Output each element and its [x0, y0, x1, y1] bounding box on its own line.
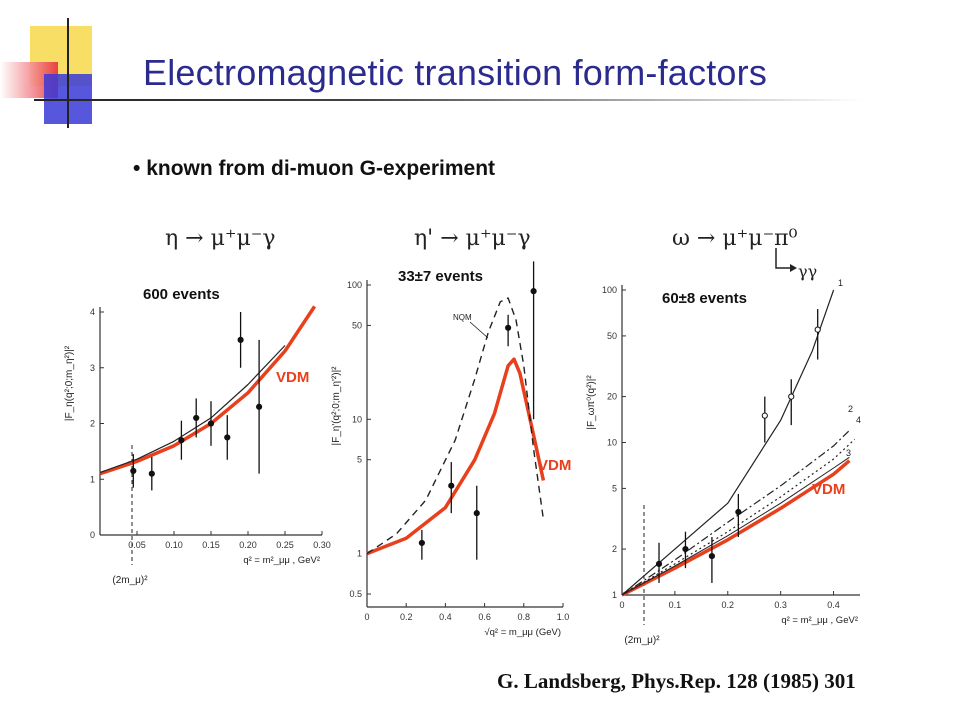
reaction-omega: ω → μ⁺μ⁻π⁰ [672, 226, 798, 251]
y-tick-label: 5 [612, 483, 617, 493]
deco-horizontal-line [34, 99, 864, 101]
x-tick-label: 1.0 [557, 612, 570, 622]
x-tick-label: 0.3 [774, 600, 787, 610]
y-tick-label: 3 [90, 363, 95, 373]
reaction-etaprime: η' → μ⁺μ⁻γ [414, 226, 531, 251]
y-tick-label: 5 [357, 455, 362, 465]
series-curve-vdm [366, 357, 546, 556]
data-point [256, 403, 263, 410]
y-tick-label: 100 [602, 285, 617, 295]
data-point [814, 326, 821, 333]
bullet-item: • known from di-muon G-experiment [133, 157, 496, 180]
x-axis-label: √q² = m_μμ (GeV) [484, 627, 561, 638]
data-point [148, 470, 155, 477]
x-tick-label: 0.30 [313, 540, 331, 550]
events-omega: 60±8 events [662, 290, 747, 307]
reaction-omega-sub: γγ [798, 262, 818, 281]
x-axis-label: q² = m²_μμ , GeV² [781, 615, 858, 626]
x-tick-label: 0 [619, 600, 624, 610]
curve-label-1: 1 [838, 278, 843, 288]
x-tick-label: 0.6 [478, 612, 491, 622]
vdm-label: VDM [538, 457, 571, 474]
plot-eta: 0.05 0.10 0.15 0.20 0.25 0.30 0 1 2 3 4 q² = m²_μμ … [64, 305, 331, 586]
y-axis-label: |F_ωπ⁰(q²)|² [586, 375, 597, 430]
series-curve-theory [99, 345, 286, 474]
vdm-label: VDM [812, 481, 845, 498]
deco-vertical-line [67, 18, 69, 128]
curve-label-2: 2 [848, 404, 853, 414]
data-point [682, 545, 689, 553]
plot-etaprime: 0 0.2 0.4 0.6 0.8 1.0 100 50 10 5 1 0.5 √q² = m_μμ (… [331, 261, 571, 638]
data-point [655, 560, 663, 567]
y-tick-label: 1 [90, 474, 95, 484]
slide-title: Electromagnetic transition form-factors [143, 52, 768, 93]
y-tick-label: 2 [612, 544, 617, 554]
nqm-pointer [469, 321, 489, 339]
x-tick-label: 0.2 [722, 600, 735, 610]
y-axis-label: |F_η(q²;0;m_η²)|² [64, 345, 75, 421]
x-tick-label: 0.20 [239, 540, 257, 550]
events-eta: 600 events [143, 286, 220, 303]
data-point [788, 393, 795, 400]
series-curve-4 [621, 438, 856, 596]
data-point [708, 552, 716, 560]
data-point [178, 437, 185, 444]
x-tick-label: 0.2 [400, 612, 413, 622]
data-point [224, 434, 231, 441]
x-tick-label: 0.4 [439, 612, 452, 622]
x-axis-label: q² = m²_μμ , GeV² [243, 555, 320, 566]
y-tick-label: 100 [347, 280, 362, 290]
reaction-eta: η → μ⁺μ⁻γ [165, 226, 276, 251]
curve-label-3: 3 [846, 448, 851, 458]
data-point [130, 467, 137, 474]
data-point [237, 336, 244, 343]
data-point [418, 539, 425, 547]
vdm-label: VDM [276, 369, 309, 386]
data-point [761, 412, 768, 419]
y-tick-label: 50 [352, 320, 362, 330]
y-tick-label: 10 [607, 438, 617, 448]
series-curve-2 [621, 429, 850, 596]
y-tick-label: 2 [90, 419, 95, 429]
data-point [448, 482, 455, 489]
x-tick-label: 0.10 [165, 540, 183, 550]
data-point [207, 420, 215, 427]
curve-label-4: 4 [856, 415, 861, 425]
y-tick-label: 0.5 [349, 589, 362, 599]
y-tick-label: 1 [357, 549, 362, 559]
threshold-label: (2m_μ)² [624, 635, 660, 646]
x-tick-label: 0.15 [202, 540, 220, 550]
x-tick-label: 0.4 [827, 600, 840, 610]
series-curve-vdm [621, 459, 851, 597]
data-point [505, 324, 512, 331]
y-tick-label: 4 [90, 307, 95, 317]
data-point [530, 288, 537, 295]
x-tick-label: 0.05 [128, 540, 146, 550]
x-tick-label: 0.25 [276, 540, 294, 550]
y-tick-label: 10 [352, 414, 362, 424]
data-point [735, 508, 742, 516]
plot-omega: 0 0.1 0.2 0.3 0.4 100 50 20 10 5 2 1 q² = m²_μμ , Ge… [586, 278, 861, 646]
series-curve-3 [621, 456, 850, 596]
data-point [473, 510, 480, 517]
events-etaprime: 33±7 events [398, 268, 483, 285]
x-tick-label: 0 [364, 612, 369, 622]
citation: G. Landsberg, Phys.Rep. 128 (1985) 301 [497, 669, 856, 693]
y-tick-label: 1 [612, 590, 617, 600]
omega-decay-arrowhead [790, 264, 797, 272]
y-axis-label: |F_η'(q²;0;m_η'²)|² [331, 366, 342, 446]
series-curve-1 [621, 289, 835, 596]
omega-decay-arrow [775, 248, 792, 269]
series-curve-nqm [366, 297, 545, 555]
y-tick-label: 20 [607, 392, 617, 402]
y-tick-label: 0 [90, 530, 95, 540]
bullet-text: known from di-muon G-experiment [146, 157, 496, 180]
x-tick-label: 0.1 [669, 600, 682, 610]
nqm-label: NQM [453, 313, 472, 322]
y-tick-label: 50 [607, 331, 617, 341]
threshold-label: (2m_μ)² [112, 575, 148, 586]
x-tick-label: 0.8 [518, 612, 531, 622]
data-point [193, 414, 200, 422]
